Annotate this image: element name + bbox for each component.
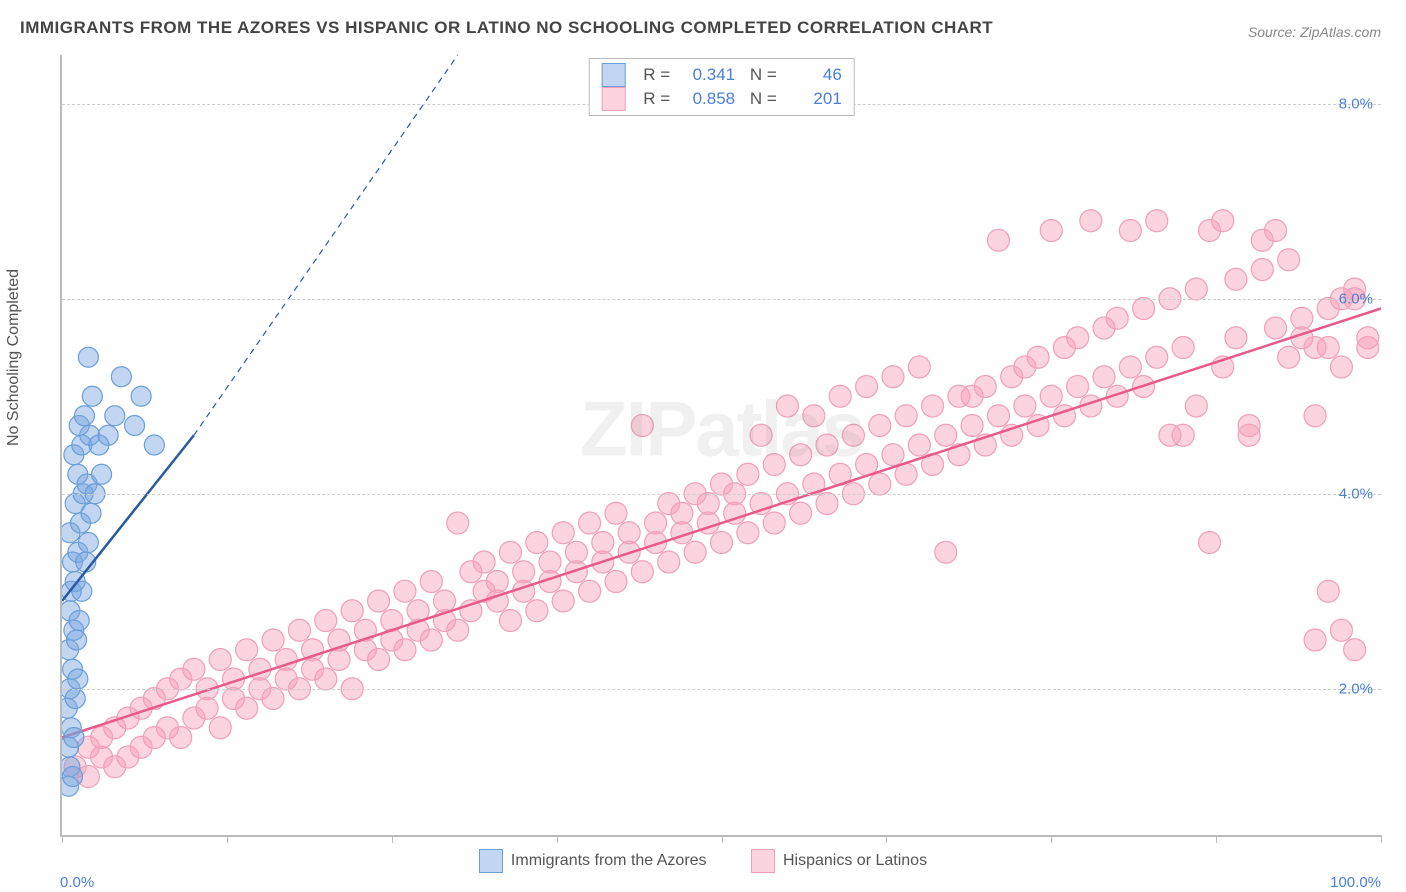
- r-value-azores: 0.341: [680, 65, 735, 85]
- n-value-azores: 46: [787, 65, 842, 85]
- chart-title: IMMIGRANTS FROM THE AZORES VS HISPANIC O…: [20, 18, 993, 38]
- series-legend: Immigrants from the Azores Hispanics or …: [0, 849, 1406, 878]
- legend-label-azores: Immigrants from the Azores: [511, 852, 707, 870]
- n-label: N =: [745, 65, 777, 85]
- y-tick-label: 4.0%: [1339, 485, 1373, 502]
- n-label: N =: [745, 89, 777, 109]
- chart-plot-area: R = 0.341 N = 46 R = 0.858 N = 201 ZIPat…: [60, 55, 1381, 837]
- r-label: R =: [643, 89, 670, 109]
- legend-item-hispanic: Hispanics or Latinos: [751, 849, 927, 873]
- swatch-blue: [601, 63, 625, 87]
- legend-row-hispanic: R = 0.858 N = 201: [601, 87, 842, 111]
- source-value: ZipAtlas.com: [1300, 24, 1381, 40]
- source-label: Source:: [1248, 24, 1296, 40]
- n-value-hispanic: 201: [787, 89, 842, 109]
- y-axis-label: No Schooling Completed: [5, 269, 23, 446]
- y-tick-label: 6.0%: [1339, 290, 1373, 307]
- correlation-legend: R = 0.341 N = 46 R = 0.858 N = 201: [588, 58, 855, 116]
- swatch-blue: [479, 849, 503, 873]
- scatter-plot-svg: [62, 55, 1381, 835]
- legend-row-azores: R = 0.341 N = 46: [601, 63, 842, 87]
- r-value-hispanic: 0.858: [680, 89, 735, 109]
- swatch-pink: [751, 849, 775, 873]
- y-tick-label: 8.0%: [1339, 95, 1373, 112]
- source-attribution: Source: ZipAtlas.com: [1248, 24, 1381, 40]
- y-tick-label: 2.0%: [1339, 680, 1373, 697]
- swatch-pink: [601, 87, 625, 111]
- legend-label-hispanic: Hispanics or Latinos: [783, 852, 927, 870]
- r-label: R =: [643, 65, 670, 85]
- legend-item-azores: Immigrants from the Azores: [479, 849, 707, 873]
